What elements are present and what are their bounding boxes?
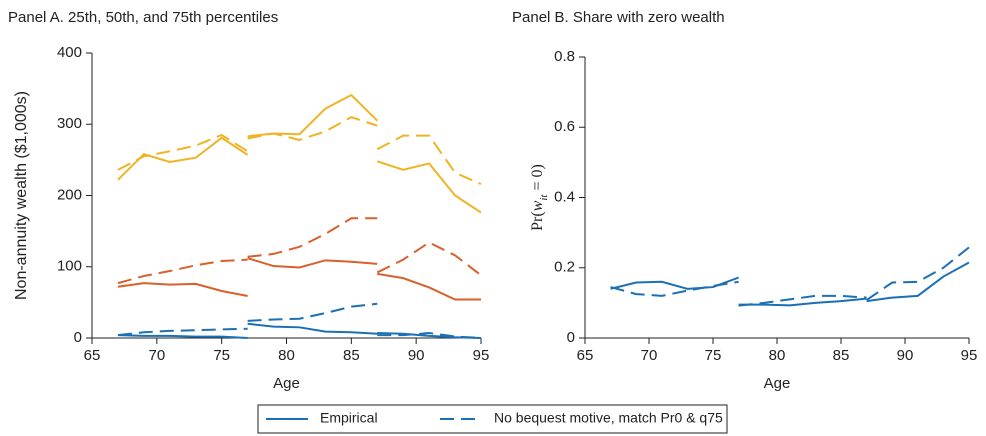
x-tick-label: 75 (213, 347, 230, 364)
y-axis-label: Non-annuity wealth ($1,000s) (13, 91, 30, 300)
x-tick-label: 70 (641, 347, 658, 364)
data-line (117, 217, 482, 285)
y-tick-label: 0.8 (554, 48, 575, 65)
x-tick-label: 80 (769, 347, 786, 364)
x-tick-label: 80 (278, 347, 295, 364)
y-axis-label-part: it (538, 194, 550, 201)
x-tick-label: 95 (473, 347, 490, 364)
y-tick-label: 200 (57, 186, 82, 203)
x-tick-label: 75 (705, 347, 722, 364)
x-tick-label: 85 (833, 347, 850, 364)
y-tick-label: 0 (567, 329, 575, 346)
legend-label: Empirical (320, 410, 378, 426)
x-tick-label: 65 (577, 347, 594, 364)
panel-title: Panel A. 25th, 50th, and 75th percentile… (8, 9, 278, 26)
y-tick-label: 100 (57, 258, 82, 275)
y-tick-label: 400 (57, 44, 82, 61)
data-line (117, 93, 482, 214)
legend-label: No bequest motive, match Pr0 & q75 (494, 410, 723, 426)
data-line (610, 246, 970, 307)
x-tick-label: 95 (961, 347, 978, 364)
y-tick-label: 0 (74, 329, 82, 346)
y-axis-label-part: w (529, 200, 546, 211)
data-line (117, 257, 481, 301)
x-tick-label: 90 (897, 347, 914, 364)
data-line (117, 116, 482, 186)
data-line (117, 302, 482, 339)
x-tick-label: 70 (148, 347, 165, 364)
y-tick-label: 0.2 (554, 259, 575, 276)
x-tick-label: 90 (408, 347, 425, 364)
legend-box (257, 404, 728, 434)
x-axis-label: Age (273, 375, 300, 392)
panel-title: Panel B. Share with zero wealth (512, 9, 725, 26)
x-axis-label: Age (764, 375, 791, 392)
y-tick-label: 0.6 (554, 118, 575, 135)
x-tick-label: 85 (343, 347, 360, 364)
x-tick-label: 65 (84, 347, 101, 364)
y-axis-label-part: Pr( (529, 211, 546, 231)
y-tick-label: 300 (57, 115, 82, 132)
y-axis-label: Pr(wit = 0) (529, 164, 550, 231)
y-axis-label-part: = 0) (529, 164, 546, 194)
y-tick-label: 0.4 (554, 188, 575, 205)
